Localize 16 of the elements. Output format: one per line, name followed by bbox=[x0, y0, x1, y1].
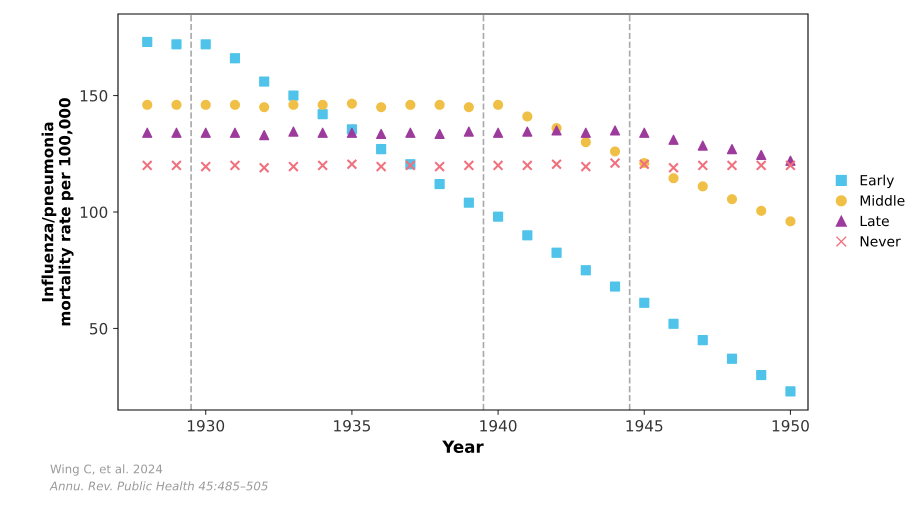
y-tick-label: 100 bbox=[80, 206, 108, 218]
x-tick-label: 1945 bbox=[626, 420, 662, 432]
x-tick-label: 1950 bbox=[772, 420, 809, 432]
text: Wing C, et al. 2024 bbox=[50, 464, 162, 476]
text: Annu. Rev. Public Health 45:485–505 bbox=[49, 481, 268, 490]
legend-label: Never bbox=[860, 236, 901, 247]
legend-label: Middle bbox=[860, 195, 904, 206]
x-axis-title: Year bbox=[442, 440, 484, 453]
legend-label: Late bbox=[860, 216, 889, 226]
y-tick-label: 150 bbox=[80, 90, 108, 102]
x-tick-label: 1935 bbox=[334, 420, 370, 432]
y-tick-label: 50 bbox=[90, 322, 108, 334]
x-tick-label: 1940 bbox=[480, 420, 517, 432]
legend-label: Early bbox=[860, 174, 894, 188]
y-axis-title: Influenza/pneumonia mortality rate per 100,000 bbox=[42, 98, 74, 326]
x-tick-label: 1930 bbox=[188, 420, 224, 432]
